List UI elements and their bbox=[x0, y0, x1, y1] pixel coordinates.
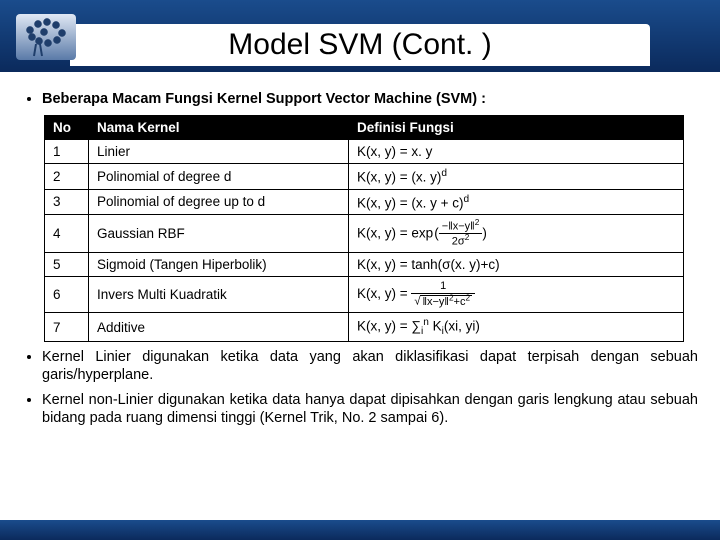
cell-def: K(x, y) = 1√‖x−y‖2+c2 bbox=[349, 277, 684, 313]
slide-title: Model SVM (Cont. ) bbox=[70, 24, 650, 66]
cell-def: K(x, y) = exp (−‖x−y‖22σ2) bbox=[349, 215, 684, 253]
intro-text: Beberapa Macam Fungsi Kernel Support Vec… bbox=[42, 91, 698, 107]
cell-no: 3 bbox=[45, 189, 89, 215]
brain-logo bbox=[16, 14, 76, 60]
intro-bullet: Beberapa Macam Fungsi Kernel Support Vec… bbox=[42, 90, 698, 342]
cell-no: 1 bbox=[45, 140, 89, 164]
table-row: 6Invers Multi KuadratikK(x, y) = 1√‖x−y‖… bbox=[45, 277, 684, 313]
para-nonlinear: Kernel non-Linier digunakan ketika data … bbox=[42, 391, 698, 427]
cell-name: Sigmoid (Tangen Hiperbolik) bbox=[89, 253, 349, 277]
bullet-nonlinear: Kernel non-Linier digunakan ketika data … bbox=[42, 391, 698, 427]
table-row: 7AdditiveK(x, y) = ∑in Ki(xi, yi) bbox=[45, 313, 684, 342]
cell-no: 5 bbox=[45, 253, 89, 277]
cell-name: Polinomial of degree d bbox=[89, 164, 349, 190]
cell-def: K(x, y) = ∑in Ki(xi, yi) bbox=[349, 313, 684, 342]
col-name: Nama Kernel bbox=[89, 116, 349, 140]
cell-no: 2 bbox=[45, 164, 89, 190]
cell-def: K(x, y) = (x. y + c)d bbox=[349, 189, 684, 215]
para-linear: Kernel Linier digunakan ketika data yang… bbox=[42, 348, 698, 384]
cell-name: Linier bbox=[89, 140, 349, 164]
cell-def: K(x, y) = tanh(σ(x. y)+c) bbox=[349, 253, 684, 277]
cell-def: K(x, y) = (x. y)d bbox=[349, 164, 684, 190]
cell-name: Invers Multi Kuadratik bbox=[89, 277, 349, 313]
bullet-linear: Kernel Linier digunakan ketika data yang… bbox=[42, 348, 698, 384]
col-no: No bbox=[45, 116, 89, 140]
kernel-table: No Nama Kernel Definisi Fungsi 1LinierK(… bbox=[44, 115, 684, 342]
table-row: 4Gaussian RBFK(x, y) = exp (−‖x−y‖22σ2) bbox=[45, 215, 684, 253]
cell-no: 7 bbox=[45, 313, 89, 342]
table-row: 1LinierK(x, y) = x. y bbox=[45, 140, 684, 164]
cell-name: Additive bbox=[89, 313, 349, 342]
cell-no: 4 bbox=[45, 215, 89, 253]
table-row: 5Sigmoid (Tangen Hiperbolik)K(x, y) = ta… bbox=[45, 253, 684, 277]
title-bar: Model SVM (Cont. ) bbox=[0, 0, 720, 72]
table-row: 3Polinomial of degree up to dK(x, y) = (… bbox=[45, 189, 684, 215]
slide-content: Beberapa Macam Fungsi Kernel Support Vec… bbox=[0, 72, 720, 441]
cell-name: Gaussian RBF bbox=[89, 215, 349, 253]
table-row: 2Polinomial of degree dK(x, y) = (x. y)d bbox=[45, 164, 684, 190]
cell-name: Polinomial of degree up to d bbox=[89, 189, 349, 215]
cell-no: 6 bbox=[45, 277, 89, 313]
footer-bar bbox=[0, 520, 720, 540]
col-def: Definisi Fungsi bbox=[349, 116, 684, 140]
cell-def: K(x, y) = x. y bbox=[349, 140, 684, 164]
